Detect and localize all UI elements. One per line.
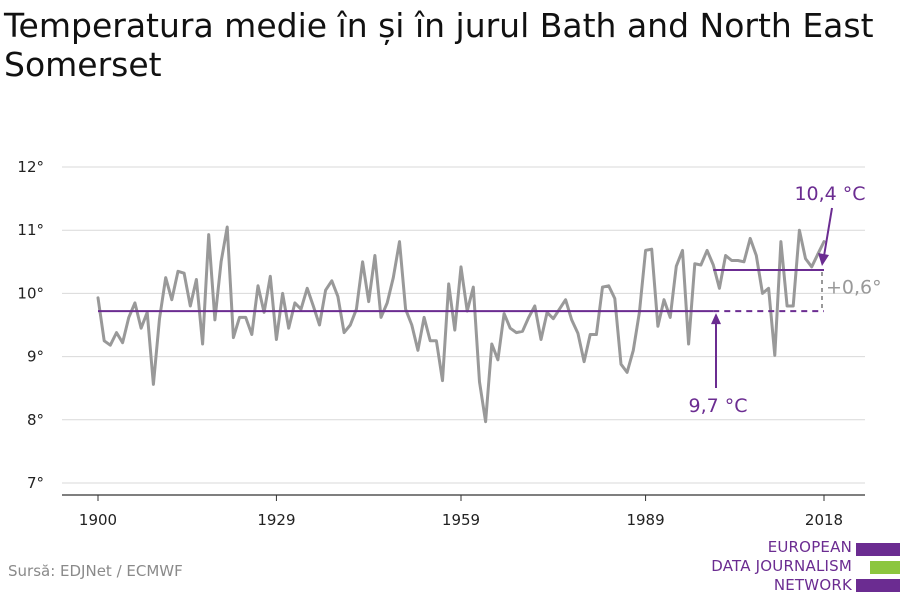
x-tick-label: 1989 (626, 511, 664, 529)
grid-lines (62, 166, 865, 484)
logo-text-line-1: EUROPEAN (767, 538, 852, 556)
recent-arrow-shaft (823, 207, 833, 257)
y-tick-label: 12° (17, 158, 44, 176)
logo-text-line-2: DATA JOURNALISM (711, 557, 852, 575)
y-tick-label: 9° (27, 348, 44, 366)
x-tick-label: 2018 (805, 511, 843, 529)
x-axis: 1900 1929 1959 1989 2018 (62, 494, 865, 529)
x-tick-label: 1959 (442, 511, 480, 529)
y-tick-label: 11° (17, 221, 44, 239)
difference-label: +0,6° (826, 277, 882, 299)
logo-bar-1 (856, 543, 900, 556)
source-note: Sursă: EDJNet / ECMWF (8, 562, 183, 580)
annotations: +0,6° 9,7 °C 10,4 °C (688, 183, 881, 417)
temperature-series-line (96, 225, 826, 424)
logo-text-line-3: NETWORK (773, 576, 852, 594)
y-tick-label: 8° (27, 411, 44, 429)
baseline-label: 9,7 °C (688, 395, 747, 417)
recent-arrowhead (818, 253, 829, 266)
recent-average-label: 10,4 °C (794, 183, 865, 205)
chart-title: Temperatura medie în și în jurul Bath an… (4, 6, 874, 84)
y-axis: 7° 8° 9° 10° 11° 12° (17, 158, 44, 492)
y-tick-label: 7° (27, 474, 44, 492)
baseline-arrowhead (711, 313, 721, 325)
series-layer (96, 225, 826, 424)
y-tick-label: 10° (17, 284, 44, 302)
x-tick-label: 1900 (79, 511, 117, 529)
x-tick-label: 1929 (257, 511, 295, 529)
logo-bar-3 (856, 579, 900, 592)
edjnet-logo: EUROPEAN DATA JOURNALISM NETWORK (700, 538, 900, 598)
reference-lines (98, 269, 824, 313)
logo-bar-2 (870, 561, 900, 574)
